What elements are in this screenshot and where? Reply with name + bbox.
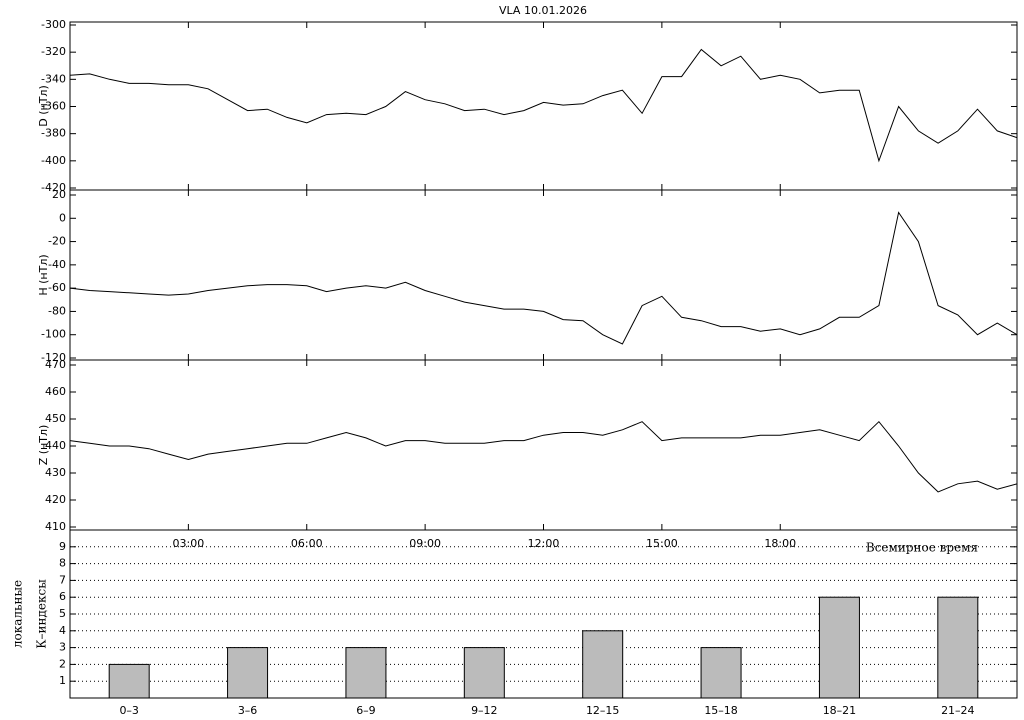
x-tick-label: 3–6: [238, 704, 258, 717]
data-line: [69, 420, 1018, 493]
x-tick-label: 0–3: [119, 704, 139, 717]
x-tick-label: 18–21: [823, 704, 857, 717]
y-tick-label: 450: [45, 412, 66, 425]
x-tick-label: 12:00: [528, 537, 560, 550]
y-tick-label: 8: [59, 557, 66, 570]
y-tick-label: 6: [59, 590, 66, 603]
data-line: [69, 211, 1018, 345]
y-axis-label: К–индексы: [35, 579, 49, 649]
y-tick-label: 9: [59, 540, 66, 553]
x-tick-label: 03:00: [173, 537, 205, 550]
y-tick-label: 0: [59, 211, 66, 224]
bar: [818, 596, 860, 699]
y-tick-label: 5: [59, 607, 66, 620]
x-tick-label: 9–12: [471, 704, 498, 717]
y-tick-label: -120: [41, 351, 66, 364]
bar: [937, 596, 979, 699]
y-tick-label: 410: [45, 520, 66, 533]
y-tick-label: 2: [59, 657, 66, 670]
y-tick-label: -360: [41, 100, 66, 113]
x-tick-label: 18:00: [764, 537, 796, 550]
x-tick-label: 15–18: [704, 704, 738, 717]
y-tick-label: 3: [59, 641, 66, 654]
y-tick-label: 420: [45, 493, 66, 506]
bar: [345, 647, 387, 699]
y-tick-label: 1: [59, 674, 66, 687]
y-tick-label: -80: [48, 304, 66, 317]
y-tick-label: 430: [45, 466, 66, 479]
y-tick-label: -100: [41, 328, 66, 341]
x-tick-label: 15:00: [646, 537, 678, 550]
panel-frame: [69, 189, 1018, 361]
x-tick-label: 12–15: [586, 704, 620, 717]
bar: [582, 630, 624, 699]
y-tick-label: -380: [41, 127, 66, 140]
bar: [463, 647, 505, 699]
y-tick-label: 460: [45, 385, 66, 398]
y-tick-label: -320: [41, 45, 66, 58]
panel-frame: [69, 359, 1018, 531]
x-tick-label: 06:00: [291, 537, 323, 550]
y-tick-label: -20: [48, 235, 66, 248]
y-axis-label: Z (нТл): [37, 425, 50, 466]
x-axis-label: Всемирное время: [866, 541, 978, 555]
bar: [108, 663, 150, 699]
data-line: [69, 48, 1018, 163]
y-tick-label: 440: [45, 439, 66, 452]
bar: [227, 647, 269, 699]
x-tick-label: 09:00: [409, 537, 441, 550]
y-tick-label: -60: [48, 281, 66, 294]
y-tick-label: 7: [59, 573, 66, 586]
x-tick-label: 6–9: [356, 704, 376, 717]
y-tick-label: -340: [41, 72, 66, 85]
y-tick-label: 20: [52, 188, 66, 201]
y-tick-label: -300: [41, 18, 66, 31]
panel-frame: [69, 21, 1018, 191]
y-axis-label: локальные: [11, 580, 25, 648]
y-tick-label: -400: [41, 154, 66, 167]
y-tick-label: 4: [59, 624, 66, 637]
y-tick-label: -40: [48, 258, 66, 271]
y-tick-label: 470: [45, 358, 66, 371]
y-axis-label: D (нТл): [37, 85, 50, 127]
chart-title: VLA 10.01.2026: [499, 4, 587, 17]
x-tick-label: 21–24: [941, 704, 975, 717]
y-tick-label: -420: [41, 181, 66, 194]
bar: [700, 647, 742, 699]
y-axis-label: H (нТл): [37, 254, 50, 295]
